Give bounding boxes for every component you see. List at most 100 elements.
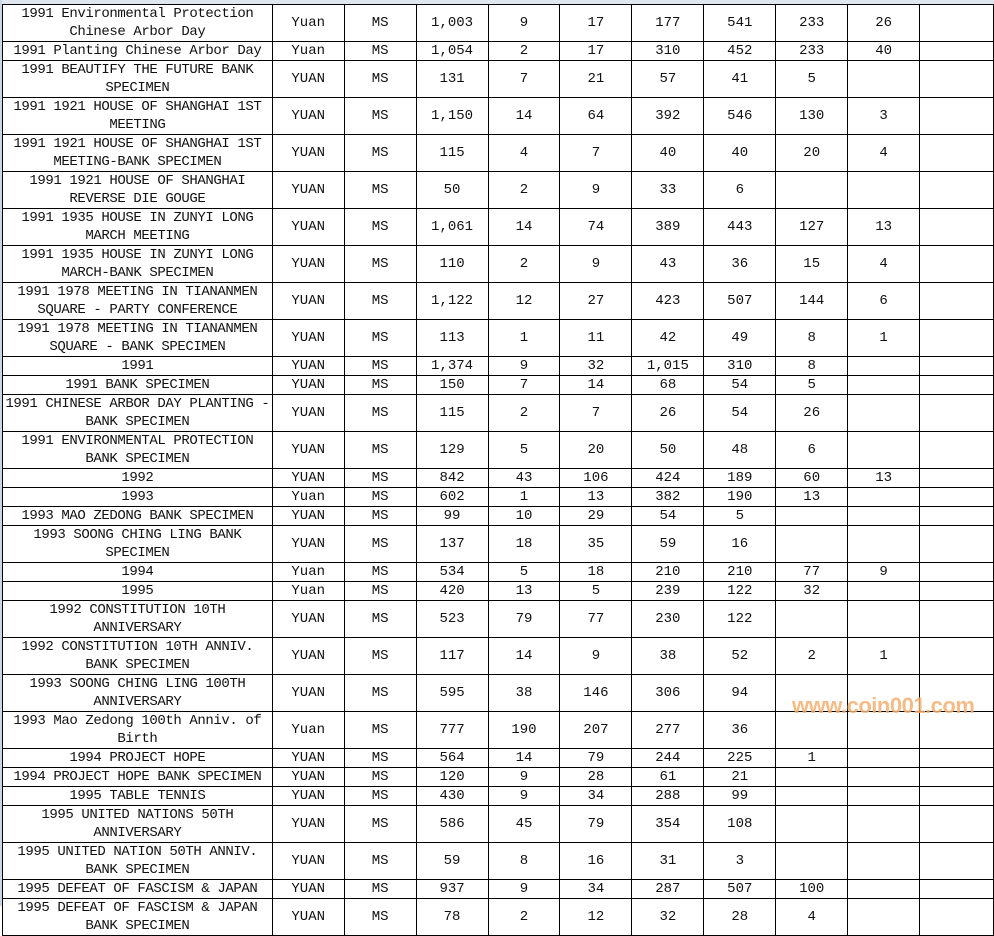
cell-value[interactable] bbox=[919, 562, 994, 582]
cell-coin-name[interactable]: 1993 SOONG CHING LING BANK SPECIMEN bbox=[2, 525, 273, 563]
cell-value[interactable]: 9 bbox=[487, 767, 561, 787]
cell-grade[interactable]: MS bbox=[343, 245, 417, 283]
cell-coin-name[interactable]: 1994 PROJECT HOPE BANK SPECIMEN bbox=[2, 767, 273, 787]
cell-value[interactable] bbox=[775, 767, 849, 787]
cell-value[interactable]: 41 bbox=[703, 60, 777, 98]
cell-value[interactable]: 150 bbox=[415, 375, 489, 395]
cell-value[interactable] bbox=[847, 394, 921, 432]
cell-value[interactable]: 430 bbox=[415, 786, 489, 806]
cell-value[interactable]: 33 bbox=[631, 171, 705, 209]
cell-value[interactable] bbox=[919, 525, 994, 563]
cell-value[interactable]: 287 bbox=[631, 879, 705, 899]
cell-value[interactable]: 777 bbox=[415, 711, 489, 749]
cell-value[interactable]: 8 bbox=[775, 356, 849, 376]
cell-value[interactable] bbox=[775, 674, 849, 712]
cell-value[interactable] bbox=[847, 581, 921, 601]
cell-value[interactable]: 1 bbox=[847, 319, 921, 357]
cell-value[interactable]: 131 bbox=[415, 60, 489, 98]
cell-coin-name[interactable]: 1994 bbox=[2, 562, 273, 582]
cell-value[interactable]: 424 bbox=[631, 468, 705, 488]
cell-value[interactable]: 9 bbox=[487, 786, 561, 806]
cell-value[interactable]: 354 bbox=[631, 805, 705, 843]
cell-grade[interactable]: MS bbox=[343, 674, 417, 712]
cell-coin-name[interactable]: 1991 Environmental Protection Chinese Ar… bbox=[2, 4, 273, 42]
cell-value[interactable]: 1,150 bbox=[415, 97, 489, 135]
cell-value[interactable]: 9 bbox=[559, 245, 633, 283]
cell-value[interactable]: 244 bbox=[631, 748, 705, 768]
cell-value[interactable] bbox=[919, 637, 994, 675]
cell-grade[interactable]: MS bbox=[343, 898, 417, 936]
cell-value[interactable] bbox=[775, 711, 849, 749]
cell-denomination[interactable]: YUAN bbox=[271, 637, 345, 675]
cell-coin-name[interactable]: 1993 Mao Zedong 100th Anniv. of Birth bbox=[2, 711, 273, 749]
cell-value[interactable]: 43 bbox=[631, 245, 705, 283]
cell-value[interactable]: 7 bbox=[559, 134, 633, 172]
cell-value[interactable]: 50 bbox=[631, 431, 705, 469]
cell-value[interactable]: 12 bbox=[559, 898, 633, 936]
cell-value[interactable]: 210 bbox=[703, 562, 777, 582]
cell-coin-name[interactable]: 1992 CONSTITUTION 10TH ANNIV. BANK SPECI… bbox=[2, 637, 273, 675]
cell-grade[interactable]: MS bbox=[343, 4, 417, 42]
cell-grade[interactable]: MS bbox=[343, 767, 417, 787]
cell-denomination[interactable]: YUAN bbox=[271, 786, 345, 806]
cell-value[interactable]: 937 bbox=[415, 879, 489, 899]
cell-coin-name[interactable]: 1995 DEFEAT OF FASCISM & JAPAN bbox=[2, 879, 273, 899]
cell-denomination[interactable]: YUAN bbox=[271, 525, 345, 563]
cell-value[interactable]: 21 bbox=[703, 767, 777, 787]
cell-grade[interactable]: MS bbox=[343, 487, 417, 507]
cell-value[interactable]: 26 bbox=[847, 4, 921, 42]
cell-value[interactable]: 14 bbox=[487, 637, 561, 675]
cell-value[interactable]: 6 bbox=[847, 282, 921, 320]
cell-grade[interactable]: MS bbox=[343, 581, 417, 601]
cell-value[interactable]: 233 bbox=[775, 4, 849, 42]
cell-value[interactable] bbox=[919, 487, 994, 507]
cell-value[interactable]: 57 bbox=[631, 60, 705, 98]
cell-coin-name[interactable]: 1991 Planting Chinese Arbor Day bbox=[2, 41, 273, 61]
cell-coin-name[interactable]: 1992 CONSTITUTION 10TH ANNIVERSARY bbox=[2, 600, 273, 638]
cell-value[interactable]: 61 bbox=[631, 767, 705, 787]
cell-denomination[interactable]: YUAN bbox=[271, 394, 345, 432]
cell-denomination[interactable]: YUAN bbox=[271, 674, 345, 712]
cell-grade[interactable]: MS bbox=[343, 319, 417, 357]
cell-value[interactable]: 28 bbox=[703, 898, 777, 936]
cell-value[interactable]: 11 bbox=[559, 319, 633, 357]
cell-value[interactable] bbox=[775, 171, 849, 209]
cell-value[interactable] bbox=[919, 245, 994, 283]
cell-value[interactable] bbox=[919, 879, 994, 899]
cell-value[interactable]: 1 bbox=[775, 748, 849, 768]
cell-value[interactable]: 1,061 bbox=[415, 208, 489, 246]
cell-value[interactable]: 40 bbox=[631, 134, 705, 172]
cell-value[interactable]: 306 bbox=[631, 674, 705, 712]
cell-value[interactable] bbox=[919, 600, 994, 638]
cell-denomination[interactable]: YUAN bbox=[271, 600, 345, 638]
cell-value[interactable]: 68 bbox=[631, 375, 705, 395]
cell-grade[interactable]: MS bbox=[343, 805, 417, 843]
cell-value[interactable] bbox=[847, 487, 921, 507]
cell-value[interactable] bbox=[919, 97, 994, 135]
cell-value[interactable] bbox=[847, 786, 921, 806]
cell-denomination[interactable]: Yuan bbox=[271, 487, 345, 507]
cell-value[interactable]: 4 bbox=[487, 134, 561, 172]
cell-value[interactable]: 7 bbox=[487, 375, 561, 395]
cell-value[interactable] bbox=[919, 898, 994, 936]
cell-value[interactable]: 2 bbox=[487, 41, 561, 61]
cell-coin-name[interactable]: 1991 CHINESE ARBOR DAY PLANTING - BANK S… bbox=[2, 394, 273, 432]
cell-grade[interactable]: MS bbox=[343, 600, 417, 638]
cell-grade[interactable]: MS bbox=[343, 506, 417, 526]
cell-grade[interactable]: MS bbox=[343, 208, 417, 246]
cell-value[interactable]: 189 bbox=[703, 468, 777, 488]
cell-value[interactable]: 2 bbox=[487, 171, 561, 209]
cell-value[interactable]: 13 bbox=[775, 487, 849, 507]
cell-value[interactable]: 43 bbox=[487, 468, 561, 488]
cell-value[interactable]: 20 bbox=[559, 431, 633, 469]
cell-denomination[interactable]: Yuan bbox=[271, 711, 345, 749]
cell-value[interactable]: 146 bbox=[559, 674, 633, 712]
cell-coin-name[interactable]: 1994 PROJECT HOPE bbox=[2, 748, 273, 768]
cell-value[interactable]: 1 bbox=[847, 637, 921, 675]
cell-value[interactable] bbox=[919, 506, 994, 526]
cell-denomination[interactable]: YUAN bbox=[271, 245, 345, 283]
cell-value[interactable]: 14 bbox=[487, 748, 561, 768]
cell-value[interactable]: 9 bbox=[487, 356, 561, 376]
cell-value[interactable]: 59 bbox=[631, 525, 705, 563]
cell-value[interactable]: 310 bbox=[703, 356, 777, 376]
